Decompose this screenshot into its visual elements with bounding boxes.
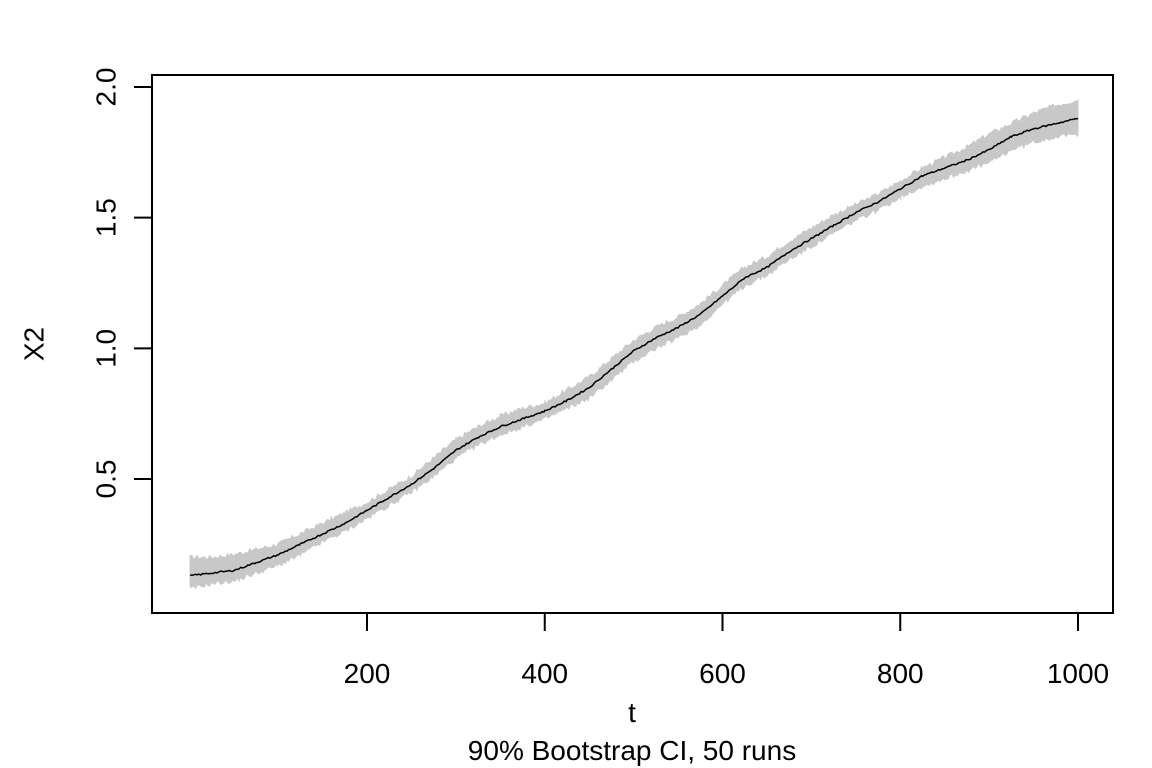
x-tick-label: 1000	[1047, 658, 1109, 689]
y-axis-title: X2	[19, 327, 50, 361]
x-tick-label: 200	[344, 658, 391, 689]
y-tick-label: 1.0	[91, 329, 122, 368]
estimate-line-layer	[190, 117, 1079, 576]
estimate-line	[190, 117, 1079, 576]
x-tick-label: 800	[877, 658, 924, 689]
y-tick-label: 1.5	[91, 198, 122, 237]
ci-band	[189, 98, 1079, 590]
y-tick-label: 0.5	[91, 460, 122, 499]
x-axis: 200 400 600 800 1000	[344, 612, 1109, 689]
x-tick-label: 600	[699, 658, 746, 689]
chart-subtitle: 90% Bootstrap CI, 50 runs	[468, 735, 796, 766]
ci-band-layer	[189, 98, 1079, 590]
x-tick-label: 400	[521, 658, 568, 689]
y-axis: 0.5 1.0 1.5 2.0	[91, 68, 153, 499]
y-tick-label: 2.0	[91, 68, 122, 107]
x-axis-title: t	[628, 697, 636, 728]
